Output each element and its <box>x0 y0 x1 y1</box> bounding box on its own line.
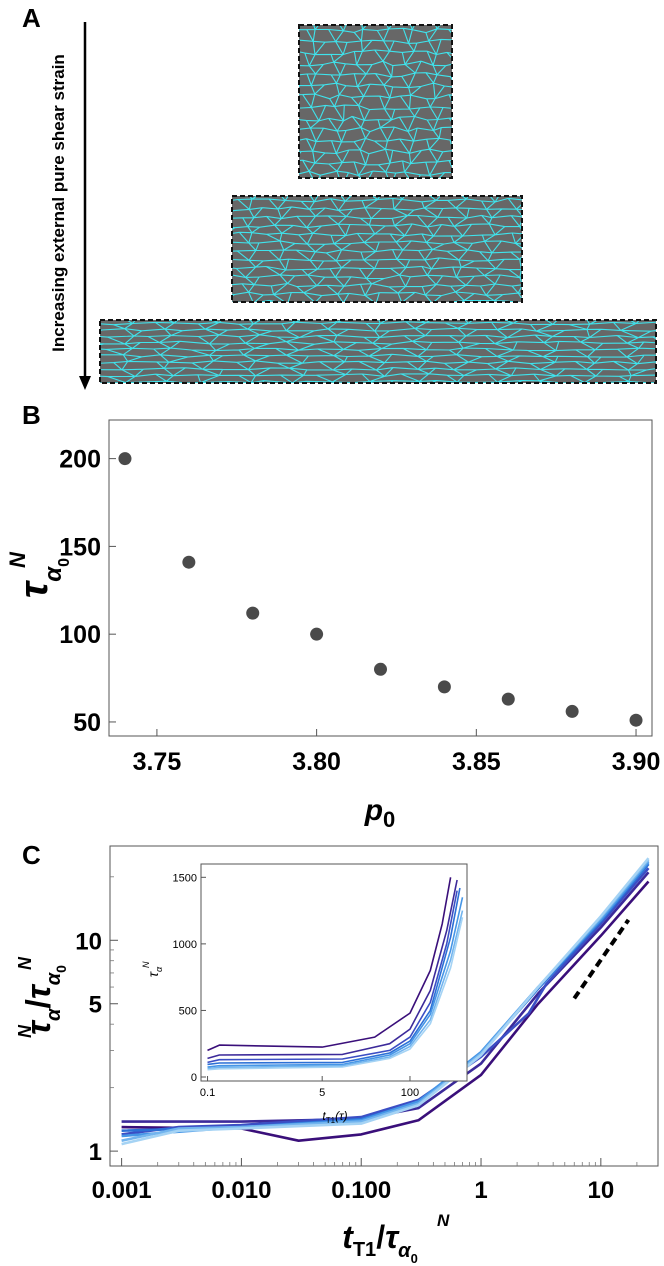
x-tick-label: 10 <box>587 1177 614 1204</box>
y-tick-label: 50 <box>73 709 101 737</box>
tissue-medium-strain <box>231 195 523 303</box>
x-tick-label: 0.010 <box>211 1177 271 1204</box>
inset-y-tick-label: 0 <box>191 1072 197 1084</box>
inset-y-tick-label: 1500 <box>173 872 197 884</box>
svg-text:τα: τα <box>145 966 164 977</box>
tissue-high-strain-fill <box>100 320 656 383</box>
y-tick-label: 200 <box>59 446 101 474</box>
inset-series-line-2 <box>207 879 458 1060</box>
scatter-point <box>118 452 132 466</box>
series-line-7 <box>121 857 650 1146</box>
inset-y-label: τα N <box>141 961 164 977</box>
scatter-point <box>629 713 643 727</box>
strain-arrow-label: Increasing external pure shear strain <box>49 54 68 352</box>
inset-x-tick-label: 0.1 <box>200 1087 215 1099</box>
tissue-medium-strain-border <box>231 195 523 303</box>
tissue-unstrained-cell-edges <box>299 25 452 178</box>
scatter-point <box>565 704 579 718</box>
panel-b-y-label: τα0 N <box>5 551 73 598</box>
y-tick-label: 150 <box>59 533 101 561</box>
x-tick-label: 0.100 <box>331 1177 391 1204</box>
series-line-2 <box>121 871 650 1123</box>
panel-c-x-label: tT1/τα0 N <box>342 1211 450 1266</box>
series-line-1 <box>121 880 650 1142</box>
inset-x-tick-label: 5 <box>319 1087 325 1099</box>
panel-c-reference-line <box>572 918 631 1000</box>
tissue-unstrained-border <box>298 24 453 179</box>
inset-series <box>207 877 464 1071</box>
tissue-unstrained-fill <box>299 25 452 178</box>
panel-b-plot-frame <box>108 419 653 737</box>
tissue-medium-strain-cell-edges <box>232 196 522 302</box>
inset-series-line-4 <box>207 887 461 1066</box>
scatter-point <box>437 680 451 694</box>
inset-series-line-6 <box>207 910 464 1070</box>
x-tick-label: 3.75 <box>133 748 182 776</box>
svg-text:N: N <box>5 551 30 568</box>
y-tick-label: 1 <box>89 1139 102 1166</box>
inset-series-line-7 <box>207 917 464 1071</box>
inset-y-tick-label: 1000 <box>173 939 197 951</box>
panel-c-axes: 0.001 0.010 0.100 1 10 1 5 10 <box>75 876 638 1204</box>
inset-series-line-5 <box>207 897 464 1068</box>
svg-text:tT1/τα0: tT1/τα0 <box>342 1219 418 1266</box>
svg-text:p0: p0 <box>364 794 396 832</box>
panel-c-y-label: τα/τα0 N N <box>15 956 69 1038</box>
y-tick-label: 100 <box>59 621 101 649</box>
slope-reference-dashed-line <box>572 918 631 1000</box>
inset-plot-frame <box>200 863 468 1082</box>
panel-b: B 3.75 3.80 3.85 3.90 50 100 150 200 τα0 N p0 <box>5 400 660 832</box>
panel-b-axes: 3.75 3.80 3.85 3.90 50 100 150 200 <box>59 446 660 776</box>
inset-y-tick-label: 500 <box>179 1005 197 1017</box>
panel-a: A Increasing external pure shear strain <box>22 3 657 390</box>
svg-text:N: N <box>141 961 151 968</box>
scatter-point <box>182 555 196 569</box>
inset-series-line-3 <box>207 890 458 1064</box>
panel-b-letter: B <box>22 400 41 430</box>
svg-text:N: N <box>437 1211 450 1230</box>
inset-series-line-1 <box>207 877 452 1052</box>
x-tick-label: 0.001 <box>92 1177 152 1204</box>
svg-text:tT1(τ): tT1(τ) <box>322 1109 347 1125</box>
panel-b-points <box>118 452 643 727</box>
strain-arrow-head <box>79 376 91 390</box>
scatter-point <box>246 606 260 620</box>
y-tick-label: 5 <box>89 992 102 1019</box>
tissue-unstrained <box>298 24 453 179</box>
cell-edge-mesh <box>299 25 452 178</box>
scatter-point <box>310 627 324 641</box>
svg-text:τα/τα0: τα/τα0 <box>20 965 69 1035</box>
svg-text:N: N <box>15 1024 35 1038</box>
cell-edge-mesh <box>232 196 522 302</box>
scatter-point <box>374 662 387 676</box>
svg-text:N: N <box>15 956 35 970</box>
panel-c-letter: C <box>22 840 41 870</box>
inset-x-label: tT1(τ) <box>322 1109 347 1125</box>
x-tick-label: 3.85 <box>452 748 501 776</box>
y-tick-label: 10 <box>75 928 102 955</box>
tissue-high-strain <box>99 319 657 384</box>
panel-a-letter: A <box>22 3 41 33</box>
inset-x-tick-label: 100 <box>401 1087 419 1099</box>
x-tick-label: 3.90 <box>612 748 661 776</box>
tissue-high-strain-border <box>99 319 657 384</box>
x-tick-label: 3.80 <box>292 748 341 776</box>
x-tick-label: 1 <box>474 1177 487 1204</box>
svg-text:τα0: τα0 <box>12 558 73 598</box>
scatter-point <box>501 692 515 706</box>
panel-c-plot-frame <box>109 845 659 1167</box>
panel-b-x-label: p0 <box>364 794 396 832</box>
